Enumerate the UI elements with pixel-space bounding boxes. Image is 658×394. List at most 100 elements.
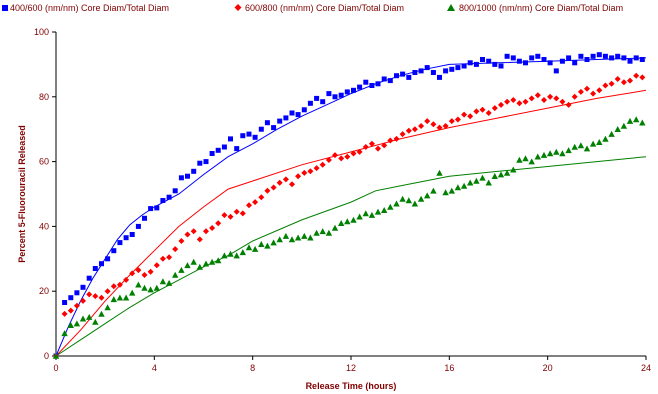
data-point-series-1: [221, 144, 227, 150]
data-point-series-3: [368, 211, 376, 218]
data-point-series-2: [534, 92, 541, 99]
data-point-series-2: [166, 254, 173, 261]
data-point-series-1: [289, 110, 295, 116]
data-point-series-1: [357, 84, 363, 90]
data-point-series-1: [99, 261, 104, 267]
data-point-series-3: [497, 171, 505, 178]
data-point-series-2: [608, 80, 615, 87]
data-point-series-1: [572, 60, 578, 66]
data-point-series-2: [289, 181, 295, 188]
data-point-series-1: [498, 63, 504, 69]
data-point-series-2: [614, 76, 621, 82]
data-point-series-1: [430, 70, 436, 75]
data-point-series-2: [553, 95, 560, 102]
data-point-series-1: [467, 60, 473, 66]
data-point-series-2: [418, 123, 425, 129]
data-point-series-1: [578, 53, 584, 59]
y-tick-label: 0: [44, 351, 49, 361]
data-point-series-2: [67, 307, 74, 314]
data-point-series-2: [411, 126, 418, 133]
legend-marker-series-2: [234, 4, 242, 11]
data-point-series-3: [417, 195, 425, 202]
data-point-series-3: [129, 289, 136, 296]
y-axis-title: Percent 5-Fluorouracil Released: [17, 125, 27, 263]
data-point-series-2: [123, 276, 130, 283]
data-point-series-3: [159, 278, 167, 285]
data-point-series-2: [375, 145, 381, 152]
data-point-series-1: [523, 60, 528, 66]
data-point-series-1: [621, 55, 627, 61]
data-point-series-1: [504, 53, 510, 59]
data-point-series-2: [221, 212, 228, 219]
data-point-series-2: [442, 123, 449, 129]
data-point-series-1: [185, 173, 190, 179]
data-point-series-1: [271, 125, 277, 131]
data-point-series-3: [307, 234, 314, 241]
data-point-series-1: [406, 74, 412, 80]
data-point-series-2: [559, 98, 566, 105]
data-point-series-3: [583, 145, 591, 152]
data-point-series-1: [437, 74, 442, 80]
data-point-series-2: [282, 176, 289, 183]
data-point-series-3: [122, 294, 130, 301]
data-point-series-3: [344, 218, 351, 225]
data-point-series-3: [61, 330, 68, 337]
data-point-series-1: [277, 118, 283, 124]
data-point-series-3: [534, 153, 541, 160]
legend-marker-series-1: [2, 5, 8, 11]
data-point-series-1: [264, 120, 270, 126]
data-point-series-3: [565, 147, 572, 154]
data-point-series-1: [123, 235, 129, 241]
data-point-series-2: [590, 90, 597, 97]
data-point-series-1: [510, 55, 516, 61]
data-point-series-2: [338, 155, 345, 162]
data-point-series-2: [61, 310, 68, 317]
y-tick-label: 60: [39, 157, 49, 167]
data-point-series-1: [529, 55, 535, 61]
y-axis-ticks: 0 20 40 60 80 100: [34, 27, 56, 361]
data-point-series-3: [116, 294, 124, 301]
data-point-series-3: [227, 250, 234, 257]
data-point-series-1: [363, 79, 369, 85]
data-point-series-1: [566, 55, 572, 61]
data-point-series-1: [369, 83, 375, 88]
data-point-series-3: [528, 158, 535, 165]
data-point-series-1: [344, 89, 350, 95]
data-point-series-1: [424, 65, 430, 71]
x-tick-label: 0: [53, 363, 58, 373]
data-point-series-1: [615, 53, 621, 59]
data-point-series-1: [307, 100, 313, 106]
legend-label-series-2: 600/800 (nm/nm) Core Diam/Total Diam: [245, 3, 404, 13]
data-point-series-2: [522, 98, 529, 105]
data-point-series-3: [208, 258, 216, 265]
data-point-series-3: [485, 179, 492, 186]
data-point-series-3: [596, 139, 603, 145]
data-point-series-2: [313, 165, 320, 172]
data-point-series-1: [418, 68, 424, 74]
data-point-series-1: [314, 95, 320, 101]
data-point-series-1: [381, 76, 387, 82]
data-point-series-1: [166, 194, 172, 200]
data-point-series-2: [448, 118, 455, 125]
data-point-series-1: [639, 57, 645, 62]
data-point-series-3: [319, 228, 326, 235]
data-point-series-2: [73, 302, 80, 309]
data-point-series-3: [602, 135, 609, 142]
data-point-series-2: [159, 255, 166, 262]
data-point-series-2: [541, 97, 547, 103]
data-point-series-3: [571, 143, 578, 150]
data-point-series-2: [467, 113, 474, 120]
data-point-series-2: [399, 131, 406, 138]
data-point-series-3: [276, 236, 283, 243]
data-point-series-2: [424, 118, 431, 125]
data-point-series-1: [105, 256, 111, 262]
data-point-series-3: [620, 122, 628, 129]
data-point-series-2: [547, 93, 554, 100]
data-point-series-2: [627, 77, 633, 84]
data-point-series-1: [443, 68, 449, 74]
data-point-series-1: [486, 58, 492, 64]
data-point-series-1: [449, 66, 455, 72]
data-point-series-1: [203, 159, 209, 165]
data-point-series-2: [98, 294, 105, 301]
data-point-series-3: [442, 189, 449, 196]
